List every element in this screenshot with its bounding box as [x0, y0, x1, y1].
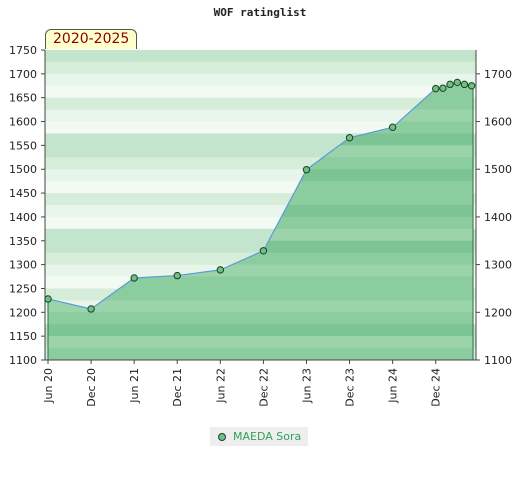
data-point: [173, 271, 181, 280]
period-label: 2020-2025: [45, 29, 138, 49]
legend-marker: [218, 432, 226, 441]
area-band: [48, 324, 473, 337]
y-tick-label-right: 1600: [484, 116, 512, 129]
y-tick-label-left: 1150: [9, 330, 37, 343]
x-tick-label: Dec 21: [171, 368, 184, 407]
data-point: [460, 80, 469, 89]
data-point: [216, 266, 225, 274]
y-tick-label-right: 1300: [484, 259, 512, 272]
data-point: [44, 295, 52, 303]
area-band: [48, 288, 473, 301]
y-tick-label-right: 1100: [484, 354, 512, 367]
x-tick-label: Dec 24: [430, 368, 443, 407]
background-band: [45, 85, 476, 99]
x-tick-label: Jun 21: [128, 368, 141, 404]
data-points: [44, 78, 476, 313]
area-band: [48, 348, 473, 360]
data-point: [432, 84, 440, 93]
background-band: [45, 50, 476, 63]
area-band: [48, 300, 473, 313]
data-point: [467, 82, 476, 90]
y-tick-label-left: 1100: [9, 354, 37, 367]
y-tick-label-left: 1750: [9, 44, 37, 57]
area-band: [48, 312, 473, 325]
chart-title: WOF ratinglist: [213, 6, 307, 19]
background-band: [45, 61, 476, 75]
x-tick-label: Dec 20: [85, 368, 98, 407]
y-tick-label-left: 1550: [9, 139, 37, 152]
background-band: [45, 121, 476, 134]
y-tick-label-left: 1650: [9, 92, 37, 105]
data-point: [302, 166, 311, 174]
data-point: [345, 134, 354, 142]
x-tick-label: Jun 22: [214, 368, 227, 404]
series-line: [47, 81, 473, 310]
area-band: [48, 336, 473, 349]
chart-axes: 1100 1150 1200 1250 1300 1350 1400 1450 1500 1550…: [9, 44, 512, 407]
x-tick-label: Dec 22: [257, 368, 270, 407]
x-tick-label: Jun 23: [300, 368, 313, 404]
y-tick-label-right: 1400: [484, 211, 512, 224]
data-point: [446, 80, 454, 89]
y-tick-label-left: 1350: [9, 235, 37, 248]
background-band: [45, 97, 476, 111]
y-tick-label-right: 1200: [484, 306, 512, 319]
x-tick-label: Jun 24: [387, 368, 400, 404]
data-point: [453, 78, 461, 87]
y-tick-label-left: 1400: [9, 211, 37, 224]
data-point: [130, 274, 138, 282]
y-tick-label-left: 1700: [9, 68, 37, 81]
x-tick-label: Dec 23: [344, 368, 357, 407]
y-tick-label-left: 1500: [9, 163, 37, 176]
legend-series-name: MAEDA Sora: [233, 430, 302, 443]
data-point: [388, 123, 397, 131]
y-tick-label-right: 1500: [484, 163, 512, 176]
data-point: [87, 305, 95, 313]
y-tick-label-left: 1200: [9, 306, 37, 319]
background-band: [45, 73, 476, 87]
y-tick-label-left: 1250: [9, 282, 37, 295]
data-point: [259, 247, 268, 255]
y-tick-label-right: 1700: [484, 68, 512, 81]
area-band: [48, 276, 473, 289]
background-band: [45, 109, 476, 123]
legend: MAEDA Sora: [210, 427, 309, 446]
y-tick-label-left: 1300: [9, 259, 37, 272]
y-tick-label-left: 1600: [9, 116, 37, 129]
data-point: [439, 84, 447, 92]
x-tick-label: Jun 20: [42, 368, 55, 404]
y-tick-label-left: 1450: [9, 187, 37, 200]
